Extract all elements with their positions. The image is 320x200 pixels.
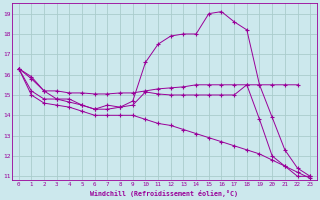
X-axis label: Windchill (Refroidissement éolien,°C): Windchill (Refroidissement éolien,°C) [91, 190, 238, 197]
